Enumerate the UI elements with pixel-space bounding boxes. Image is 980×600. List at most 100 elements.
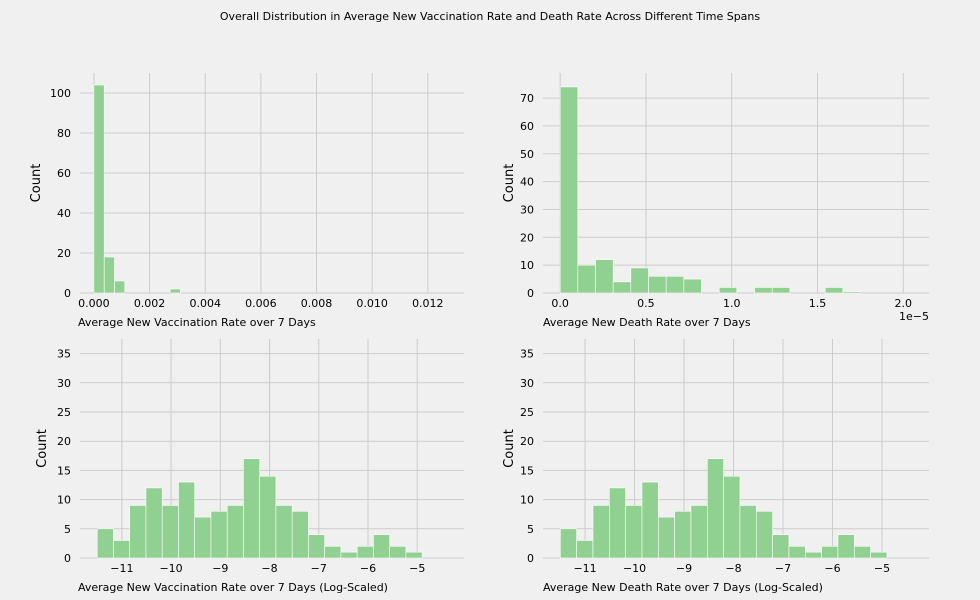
y-tick-label: 10	[57, 494, 71, 507]
x-tick-label: −5	[409, 562, 425, 575]
x-tick-label: 0.006	[245, 297, 277, 310]
histogram-bar	[560, 528, 577, 559]
subplot-4: 0 5 10 15 20 25 30 35 −11 −10 −9 −8 −7 −6 −5 Count Avera…	[502, 339, 929, 594]
x-tick-label: 0.5	[637, 297, 655, 310]
subplot-3: 0 5 10 15 20 25 30 35 −11 −10 −9 −8 −7 −6 −5 Count Avera…	[35, 339, 464, 594]
x-tick-label: −11	[573, 562, 596, 575]
histogram-bar	[373, 534, 390, 559]
subplot-2: 0 10 20 30 40 50 60 70 0.0 0.5 1.0 1.5 2.0 Count Avera…	[502, 73, 929, 329]
x-tick-label: −7	[311, 562, 327, 575]
x-tick-label: 1.0	[723, 297, 741, 310]
histogram-bar	[755, 510, 773, 559]
y-tick-label: 15	[57, 464, 71, 477]
x-tick-label: −9	[676, 562, 692, 575]
y-tick-label: 20	[57, 435, 71, 448]
histogram-bar	[275, 505, 293, 559]
axis-offset-label: 1e−5	[899, 310, 929, 323]
histogram-bar	[592, 505, 610, 559]
histogram-bar	[723, 475, 741, 559]
histogram-bar	[648, 275, 667, 294]
histogram-bar	[771, 287, 791, 294]
histogram-bar	[226, 505, 244, 559]
histogram-bar	[559, 86, 579, 294]
histogram-bar	[340, 551, 358, 559]
histogram-bar	[178, 481, 196, 559]
histogram-bar	[169, 288, 181, 294]
y-tick-label: 0	[64, 552, 71, 565]
x-tick-label: −10	[623, 562, 646, 575]
x-tick-label: −9	[212, 562, 228, 575]
histogram-bar	[194, 516, 212, 559]
x-axis-label: Average New Vaccination Rate over 7 Days…	[78, 581, 388, 594]
x-axis-label: Average New Death Rate over 7 Days (Log-…	[543, 581, 823, 594]
histogram-bar	[772, 534, 790, 559]
histogram-bar	[625, 505, 643, 559]
y-tick-label: 20	[57, 247, 71, 260]
x-tick-label: −6	[824, 562, 840, 575]
x-tick-label: −8	[725, 562, 741, 575]
x-tick-label: −7	[775, 562, 791, 575]
x-tick-label: −11	[110, 562, 133, 575]
histogram-bar	[824, 287, 844, 294]
y-axis-label: Count	[29, 164, 44, 203]
y-tick-label: 100	[50, 87, 71, 100]
histogram-bar	[739, 505, 757, 559]
y-tick-label: 80	[57, 127, 71, 140]
x-tick-label: 0.012	[412, 297, 444, 310]
histogram-bar	[658, 516, 675, 559]
y-tick-label: 15	[520, 464, 534, 477]
histogram-bar	[161, 505, 179, 559]
y-tick-label: 25	[57, 406, 71, 419]
y-axis-label: Count	[502, 429, 517, 468]
y-tick-label: 60	[520, 120, 534, 133]
histogram-bar	[96, 528, 114, 559]
histogram-bar	[114, 280, 126, 294]
y-axis-label: Count	[502, 164, 517, 203]
histogram-bar	[324, 546, 342, 559]
histogram-bar	[259, 475, 277, 559]
histogram-bar	[609, 487, 626, 559]
histogram-bar	[210, 510, 228, 559]
y-tick-label: 50	[520, 148, 534, 161]
histogram-bar	[706, 458, 724, 559]
x-tick-label: 2.0	[895, 297, 913, 310]
histogram-bar	[576, 540, 594, 559]
y-axis-label: Count	[35, 429, 50, 468]
histogram-bar	[641, 481, 659, 559]
x-tick-label: −8	[261, 562, 277, 575]
histogram-bar	[674, 510, 692, 559]
x-tick-label: 0.002	[134, 297, 166, 310]
histogram-bar	[754, 287, 773, 294]
y-tick-label: 30	[57, 377, 71, 390]
histogram-bar	[356, 546, 374, 559]
histogram-bar	[842, 291, 861, 294]
histogram-bar	[690, 505, 708, 559]
histogram-bar	[718, 287, 738, 294]
x-tick-label: −5	[874, 562, 890, 575]
histogram-bar	[389, 546, 407, 559]
x-tick-label: 0.004	[189, 297, 221, 310]
histogram-bar	[853, 546, 871, 559]
figure-title: Overall Distribution in Average New Vacc…	[220, 10, 761, 23]
histogram-bar	[577, 264, 596, 294]
x-tick-label: 0.000	[78, 297, 110, 310]
histogram-bar	[145, 487, 163, 559]
histogram-bar	[405, 551, 423, 559]
x-tick-label: 0.0	[551, 297, 569, 310]
y-tick-label: 20	[520, 231, 534, 244]
y-tick-label: 60	[57, 167, 71, 180]
x-tick-label: 1.5	[809, 297, 827, 310]
y-tick-label: 40	[520, 176, 534, 189]
y-tick-label: 5	[64, 523, 71, 536]
x-tick-label: 0.008	[301, 297, 333, 310]
histogram-bar	[113, 540, 131, 559]
histogram-bar	[291, 510, 309, 559]
y-tick-label: 30	[520, 203, 534, 216]
y-tick-label: 5	[527, 523, 534, 536]
histogram-bar	[308, 534, 325, 559]
y-tick-label: 0	[64, 287, 71, 300]
y-tick-label: 10	[520, 259, 534, 272]
y-tick-label: 35	[57, 348, 71, 361]
